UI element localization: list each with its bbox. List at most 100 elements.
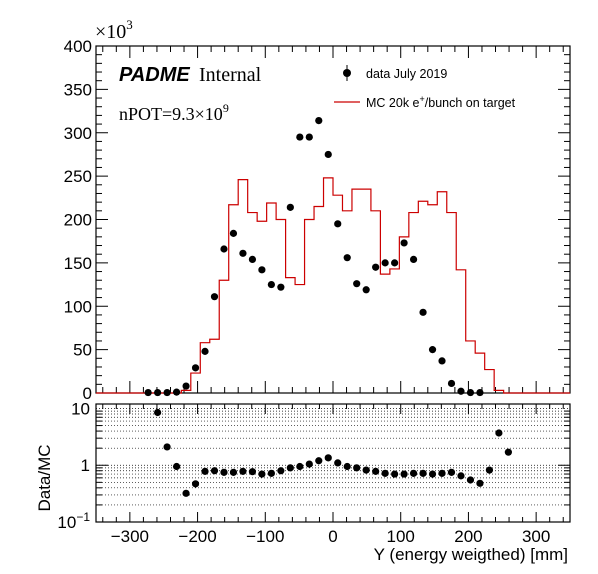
ratio-y-tick-label: 10 (71, 399, 90, 418)
data-point (315, 117, 323, 125)
ratio-point (362, 466, 370, 474)
ratio-x-tick-label: 200 (454, 527, 482, 546)
legend-mc-label: MC 20k e+/bunch on target (366, 94, 516, 110)
y-exponent-label: ×103 (95, 17, 133, 43)
ratio-point (419, 469, 427, 477)
ratio-point (457, 472, 465, 480)
data-point (305, 133, 313, 141)
ratio-point (239, 467, 247, 475)
ratio-point (495, 429, 503, 437)
ratio-x-tick-label: −100 (246, 527, 284, 546)
ratio-point (447, 468, 456, 476)
ratio-point (504, 448, 512, 456)
data-point (182, 382, 190, 390)
ratio-x-tick-label: 300 (522, 527, 550, 546)
ratio-grid (96, 408, 570, 523)
data-point (267, 280, 275, 289)
ratio-point (485, 466, 494, 474)
data-point (154, 388, 162, 397)
data-point (343, 254, 351, 262)
data-point (400, 239, 408, 247)
data-points (144, 117, 484, 397)
data-point (239, 249, 247, 257)
data-point (447, 379, 456, 388)
ratio-point (476, 479, 484, 487)
ratio-x-tick-label: 0 (328, 527, 337, 546)
ratio-y-tick-label: 1 (81, 456, 90, 475)
data-point (258, 266, 266, 274)
mc-step-line (96, 177, 570, 394)
data-point (286, 203, 294, 211)
data-point (476, 388, 484, 397)
ratio-x-tick-label: −300 (111, 527, 149, 546)
data-point (172, 388, 181, 396)
ratio-point (400, 470, 408, 478)
ratio-x-tick-label: −200 (178, 527, 216, 546)
data-point (296, 133, 304, 141)
data-point (201, 347, 209, 355)
ratio-point (315, 457, 323, 465)
ratio-point (191, 480, 200, 488)
main-y-tick-label: 250 (64, 167, 92, 186)
ratio-point (305, 460, 313, 468)
data-point (144, 388, 152, 397)
main-y-tick-label: 400 (64, 37, 92, 56)
data-point (438, 357, 446, 365)
legend-data-marker (343, 69, 351, 77)
data-point (466, 388, 475, 397)
ratio-point (201, 467, 209, 475)
legend-data-label: data July 2019 (366, 67, 447, 81)
ratio-point (172, 462, 181, 471)
ratio-frame (95, 403, 571, 523)
data-point (362, 286, 370, 294)
ratio-panel: 10−1 1 10 −300 −200 −100 0 100 200 300 Data/MC Y… (35, 399, 571, 564)
data-point (248, 255, 257, 264)
ratio-y-ticks: 10−1 1 10 (57, 399, 570, 532)
main-y-tick-label: 200 (64, 211, 92, 230)
ratio-point (372, 467, 380, 475)
main-y-tick-label: 350 (64, 80, 92, 99)
data-point (163, 388, 171, 397)
ratio-point (409, 469, 418, 477)
ratio-point (210, 467, 219, 475)
data-point (191, 364, 200, 372)
ratio-point (428, 470, 437, 478)
data-point (229, 229, 238, 237)
data-point (334, 220, 342, 228)
ratio-ylabel: Data/MC (35, 444, 54, 511)
ratio-point (154, 408, 162, 417)
ratio-point (334, 459, 342, 467)
data-point (277, 283, 285, 291)
ratio-x-tick-label: 100 (387, 527, 415, 546)
data-point (372, 263, 380, 271)
ratio-x-ticks: −300 −200 −100 0 100 200 300 (102, 404, 564, 546)
legend: data July 2019 MC 20k e+/bunch on target (334, 65, 516, 110)
data-point (210, 293, 219, 301)
x-axis-title: Y (energy weigthed) [mm] (374, 545, 568, 564)
experiment-label: PADME (119, 64, 190, 86)
data-point (457, 387, 465, 395)
ratio-point (381, 469, 389, 477)
data-point (353, 280, 361, 288)
ratio-point (229, 468, 238, 476)
ratio-point (277, 467, 285, 475)
data-point (381, 259, 389, 267)
ratio-point (163, 443, 171, 451)
data-point (428, 346, 437, 354)
ratio-point (220, 468, 228, 476)
ratio-point (248, 468, 257, 476)
ratio-point (438, 469, 446, 477)
main-y-tick-label: 100 (64, 297, 92, 316)
main-y-tick-label: 0 (83, 384, 92, 403)
ratio-points (154, 408, 512, 497)
ratio-point (286, 464, 294, 472)
main-y-tick-label: 50 (73, 341, 92, 360)
main-y-tick-label: 300 (64, 124, 92, 143)
main-y-tick-label: 150 (64, 254, 92, 273)
data-point (220, 245, 228, 253)
ratio-point (267, 469, 275, 477)
ratio-point (258, 470, 266, 478)
ratio-point (324, 454, 332, 462)
data-point (324, 150, 332, 159)
